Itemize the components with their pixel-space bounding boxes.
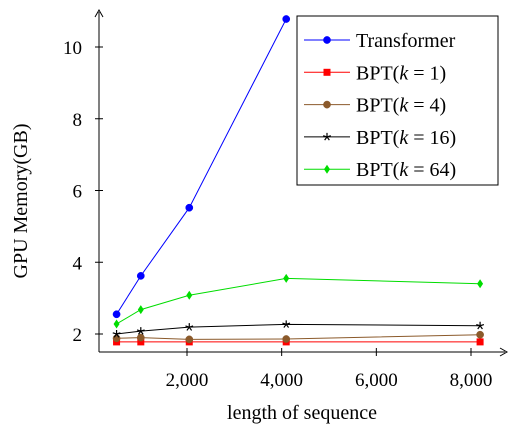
- data-point: [136, 272, 145, 280]
- x-axis-label: length of sequence: [227, 402, 377, 424]
- data-point: [477, 279, 484, 289]
- data-point: [476, 330, 484, 339]
- data-point: [476, 321, 485, 330]
- x-tick-label: 4,000: [260, 370, 303, 391]
- legend-label: BPT(k = 1): [356, 62, 446, 84]
- y-tick-label: 2: [73, 325, 83, 346]
- x-tick-label: 2,000: [166, 370, 209, 391]
- legend-marker: [323, 68, 331, 76]
- series-2: [112, 330, 484, 344]
- data-point: [186, 290, 193, 300]
- series-line: [116, 277, 481, 325]
- data-point: [185, 203, 194, 212]
- x-tick-label: 6,000: [355, 370, 398, 391]
- data-point: [137, 338, 145, 346]
- series-line: [116, 334, 481, 340]
- data-point: [185, 323, 194, 331]
- series-layer: [112, 15, 485, 346]
- data-point: [282, 320, 291, 328]
- data-point: [136, 333, 145, 342]
- legend-label: Transformer: [356, 30, 456, 52]
- data-point: [136, 327, 145, 335]
- legend-label: BPT(k = 4): [356, 95, 446, 117]
- series-1: [113, 338, 484, 346]
- series-line: [116, 323, 481, 335]
- legend-marker: [323, 100, 331, 109]
- series-0: [112, 15, 291, 319]
- axes: 2,000 4,000 6,000 8,000 2 4 6 8 10: [63, 8, 509, 391]
- series-4: [113, 273, 484, 329]
- legend-marker: [324, 164, 330, 174]
- y-tick-label: 6: [73, 182, 83, 203]
- data-point: [283, 273, 290, 283]
- data-point: [112, 334, 121, 343]
- data-point: [282, 15, 291, 23]
- y-axis-label: GPU Memory(GB): [10, 124, 32, 279]
- y-axis-arrow: [94, 8, 104, 18]
- x-axis-arrow: [499, 347, 509, 357]
- data-point: [112, 310, 121, 319]
- data-point: [112, 330, 121, 338]
- legend-marker: [323, 36, 331, 44]
- data-point: [185, 335, 194, 344]
- data-point: [137, 305, 144, 315]
- y-tick-label: 8: [73, 110, 83, 131]
- data-point: [476, 338, 484, 346]
- legend-label: BPT(k = 16): [356, 127, 456, 149]
- y-tick-label: 10: [63, 38, 82, 59]
- data-point: [282, 335, 291, 343]
- legend-box: [296, 15, 499, 186]
- legend: Transformer BPT(k = 1) BPT(k = 4) BPT(k = 1…: [296, 15, 499, 186]
- data-point: [113, 319, 120, 329]
- series-3: [112, 320, 485, 338]
- x-tick-label: 8,000: [450, 370, 493, 391]
- y-tick-label: 4: [73, 253, 83, 274]
- legend-marker: [323, 132, 331, 141]
- legend-label: BPT(k = 64): [356, 159, 456, 181]
- series-line: [116, 18, 287, 315]
